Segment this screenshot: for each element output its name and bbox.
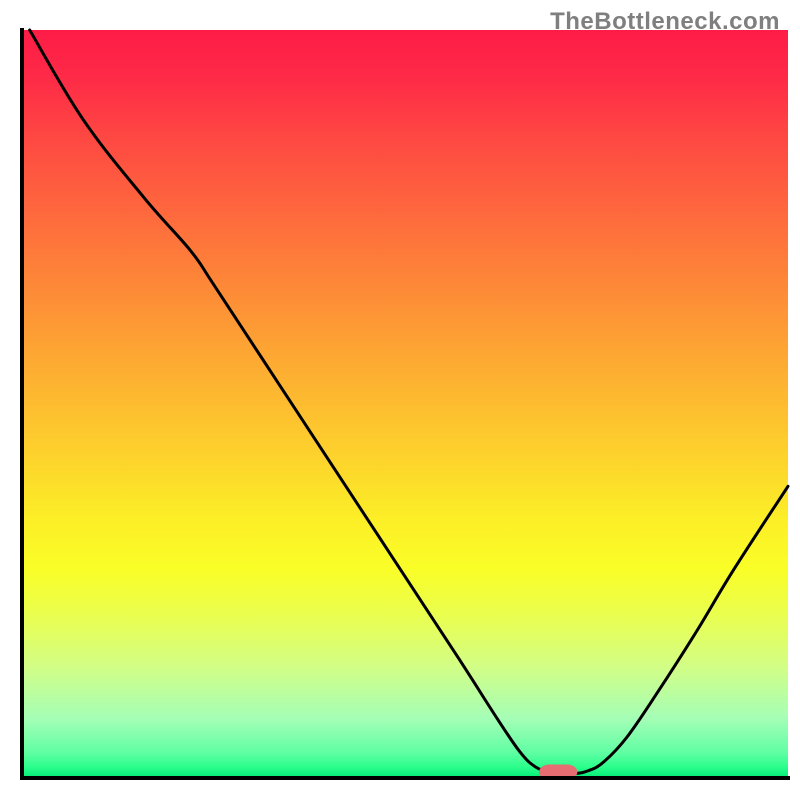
bottleneck-chart — [0, 0, 800, 800]
watermark-text: TheBottleneck.com — [550, 8, 780, 36]
